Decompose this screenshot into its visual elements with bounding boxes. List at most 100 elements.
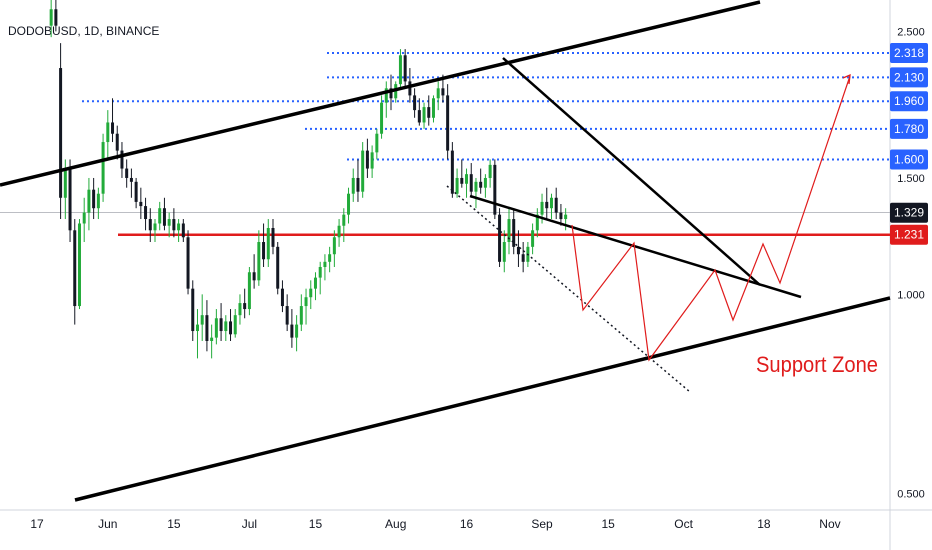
candle-body [144, 206, 148, 220]
candle-body [73, 230, 77, 307]
x-tick-label: 17 [30, 517, 44, 531]
candle-body [139, 201, 143, 207]
candle-body [129, 177, 133, 182]
candle-body [313, 277, 317, 289]
candle-body [507, 219, 511, 243]
projection-path [571, 75, 851, 362]
wedge-upper-line [469, 194, 802, 299]
price-label-text: 1.600 [894, 152, 924, 166]
arrow-head-icon [842, 73, 851, 85]
candle-body [276, 246, 280, 289]
candle-body [332, 237, 336, 255]
candle-body [134, 181, 138, 202]
candle-body [469, 174, 473, 192]
candle-body [403, 55, 407, 82]
candle-body [162, 208, 166, 226]
price-label-box [890, 91, 928, 112]
dotted-trendline [446, 185, 691, 393]
candle-body [205, 315, 209, 341]
candle-body [233, 315, 237, 335]
x-tick-label: Jun [98, 517, 117, 531]
candle-body [200, 315, 204, 325]
candle-body [210, 337, 214, 341]
x-tick-label: Aug [385, 517, 406, 531]
candle-body [356, 177, 360, 192]
candle-body [559, 212, 563, 220]
candle-body [49, 9, 53, 26]
price-label-box [890, 43, 928, 64]
candle-body [271, 228, 275, 247]
candle-body [365, 150, 369, 169]
candle-body [318, 266, 322, 278]
candle-body [549, 197, 553, 209]
candle-body [342, 214, 346, 226]
descending-trendline [502, 57, 761, 286]
candle-body [195, 324, 199, 332]
candle-body [172, 219, 176, 231]
candle-body [148, 219, 152, 231]
candle-body [540, 201, 544, 215]
candle-body [384, 88, 388, 103]
candle-body [257, 242, 261, 281]
candle-body [101, 142, 105, 194]
candle-body [177, 223, 181, 231]
candle-body [120, 150, 124, 169]
candle-body [191, 288, 195, 332]
candle-body [531, 230, 535, 247]
price-label-box [890, 149, 928, 170]
candle-body [125, 168, 129, 178]
candle-body [54, 9, 58, 26]
candle-body [498, 214, 502, 262]
candle-body [262, 242, 266, 260]
candle-body [181, 223, 185, 238]
x-tick-label: 15 [309, 517, 323, 531]
candle-body [295, 324, 299, 338]
candle-body [186, 237, 190, 289]
candle-body [545, 201, 549, 209]
candle-body [238, 303, 242, 316]
candle-body [59, 68, 63, 198]
candle-body [68, 168, 72, 231]
candle-body [351, 177, 355, 194]
candle-body [446, 95, 450, 151]
candle-body [431, 98, 435, 118]
candle-body [398, 55, 402, 85]
x-tick-label: Sep [531, 517, 553, 531]
y-tick-label: 0.500 [897, 488, 925, 500]
candle-body [280, 288, 284, 307]
candle-body [96, 193, 100, 209]
candle-body [460, 177, 464, 184]
price-label-text: 1.231 [894, 228, 924, 242]
candle-body [465, 174, 469, 184]
candle-body [106, 122, 110, 143]
candle-body [455, 177, 459, 194]
x-tick-label: 15 [601, 517, 615, 531]
price-label-text: 1.329 [894, 206, 924, 220]
candle-body [417, 110, 421, 123]
candle-body [82, 212, 86, 224]
candle-body [77, 223, 81, 307]
price-label-box [890, 118, 928, 139]
candle-body [224, 321, 228, 332]
price-label-text: 2.318 [894, 46, 924, 60]
x-tick-label: 16 [460, 517, 474, 531]
y-tick-label: 1.000 [897, 289, 925, 301]
candle-body [521, 254, 525, 262]
candle-body [375, 133, 379, 153]
candle-body [422, 107, 426, 123]
candle-body [413, 95, 417, 111]
candle-body [299, 306, 303, 325]
candle-body [535, 214, 539, 231]
price-label-box [890, 67, 928, 88]
price-label-box [890, 224, 928, 245]
candle-body [167, 219, 171, 226]
candle-body [92, 189, 96, 209]
candle-body [229, 321, 233, 335]
candle-body [219, 318, 223, 332]
candle-body [361, 150, 365, 192]
candle-body [474, 181, 478, 192]
candle-body [427, 107, 431, 118]
candle-body [493, 164, 497, 215]
x-tick-label: 18 [757, 517, 771, 531]
